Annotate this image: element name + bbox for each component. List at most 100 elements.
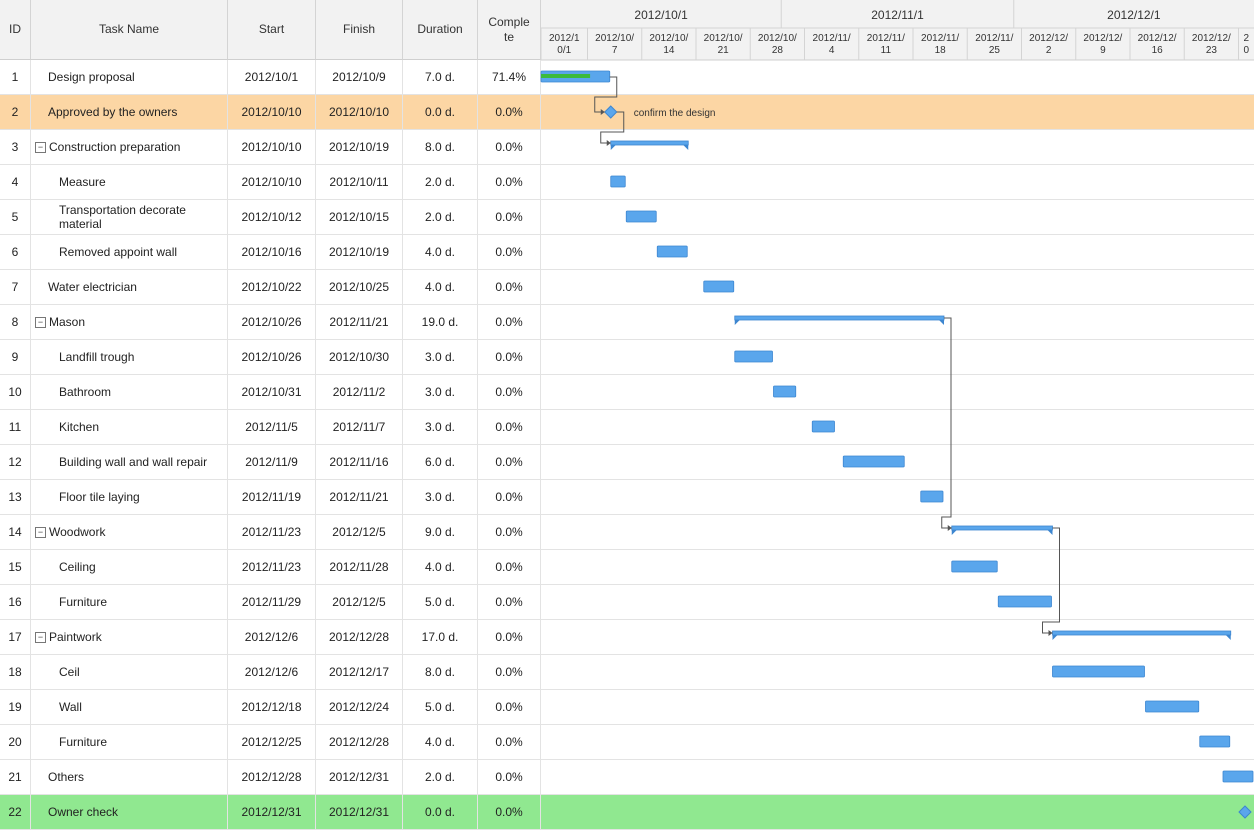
task-name: Design proposal bbox=[48, 70, 135, 84]
task-complete-cell: 0.0% bbox=[478, 340, 541, 374]
task-name: Ceil bbox=[59, 665, 80, 679]
task-start-cell: 2012/10/12 bbox=[228, 200, 316, 234]
task-name-cell: Kitchen bbox=[31, 410, 228, 444]
week-label: 21 bbox=[718, 45, 730, 56]
week-label: 2012/10/ bbox=[649, 33, 688, 44]
table-row[interactable]: 6 Removed appoint wall 2012/10/16 2012/10/1… bbox=[0, 235, 1254, 270]
week-label: 2012/11/ bbox=[867, 33, 905, 44]
task-start-cell: 2012/12/18 bbox=[228, 690, 316, 724]
task-finish-cell: 2012/11/21 bbox=[316, 480, 403, 514]
task-complete-cell: 0.0% bbox=[478, 410, 541, 444]
table-row[interactable]: 2 Approved by the owners 2012/10/10 2012/10… bbox=[0, 95, 1254, 130]
week-label: 4 bbox=[829, 45, 835, 56]
task-finish-cell: 2012/12/17 bbox=[316, 655, 403, 689]
header-id[interactable]: ID bbox=[0, 0, 31, 60]
task-bar bbox=[703, 280, 735, 293]
week-label: 9 bbox=[1100, 45, 1106, 56]
dependency-link bbox=[600, 111, 625, 144]
task-name-cell: Others bbox=[31, 760, 228, 794]
task-start-cell: 2012/11/29 bbox=[228, 585, 316, 619]
task-start-cell: 2012/10/16 bbox=[228, 235, 316, 269]
collapse-toggle-icon[interactable]: − bbox=[35, 526, 46, 538]
table-row[interactable]: 12 Building wall and wall repair 2012/11/9… bbox=[0, 445, 1254, 480]
summary-cap-right bbox=[1047, 530, 1053, 535]
task-complete-cell: 0.0% bbox=[478, 130, 541, 164]
summary-cap-left bbox=[951, 530, 957, 535]
header-start[interactable]: Start bbox=[228, 0, 316, 60]
collapse-toggle-icon[interactable]: − bbox=[35, 316, 46, 328]
header-finish[interactable]: Finish bbox=[316, 0, 403, 60]
table-row[interactable]: 5 Transportation decorate material 2012/10… bbox=[0, 200, 1254, 235]
task-name: Others bbox=[48, 770, 85, 784]
week-label: 2012/10/ bbox=[758, 33, 797, 44]
collapse-toggle-icon[interactable]: − bbox=[35, 141, 46, 153]
summary-bar bbox=[734, 315, 945, 321]
table-row[interactable]: 21 Others 2012/12/28 2012/12/31 2.0 d. 0.0% bbox=[0, 760, 1254, 795]
task-complete-cell: 0.0% bbox=[478, 585, 541, 619]
table-row[interactable]: 15 Ceiling 2012/11/23 2012/11/28 4.0 d. 0.0% bbox=[0, 550, 1254, 585]
task-complete-cell: 0.0% bbox=[478, 165, 541, 199]
table-row[interactable]: 16 Furniture 2012/11/29 2012/12/5 5.0 d. 0.0% bbox=[0, 585, 1254, 620]
table-row[interactable]: 11 Kitchen 2012/11/5 2012/11/7 3.0 d. 0.0% bbox=[0, 410, 1254, 445]
task-finish-cell: 2012/12/28 bbox=[316, 620, 403, 654]
task-bar bbox=[1145, 700, 1200, 713]
table-row[interactable]: 9 Landfill trough 2012/10/26 2012/10/30 3.0 … bbox=[0, 340, 1254, 375]
table-row[interactable]: 19 Wall 2012/12/18 2012/12/24 5.0 d. 0.0% bbox=[0, 690, 1254, 725]
task-duration-cell: 0.0 d. bbox=[403, 795, 478, 829]
task-id-cell: 6 bbox=[0, 235, 31, 269]
task-start-cell: 2012/10/1 bbox=[228, 60, 316, 94]
week-label: 0/1 bbox=[557, 45, 571, 56]
task-duration-cell: 7.0 d. bbox=[403, 60, 478, 94]
table-row[interactable]: 18 Ceil 2012/12/6 2012/12/17 8.0 d. 0.0% bbox=[0, 655, 1254, 690]
task-complete-cell: 0.0% bbox=[478, 95, 541, 129]
header-complete[interactable]: Comple te bbox=[478, 0, 541, 60]
task-id-cell: 16 bbox=[0, 585, 31, 619]
table-row[interactable]: 17− Paintwork 2012/12/6 2012/12/28 17.0 d. 0.… bbox=[0, 620, 1254, 655]
task-bar bbox=[625, 210, 657, 223]
week-label: 14 bbox=[663, 45, 675, 56]
header-task-name[interactable]: Task Name bbox=[31, 0, 228, 60]
summary-bar bbox=[1052, 630, 1232, 636]
table-row[interactable]: 3− Construction preparation 2012/10/10 2012… bbox=[0, 130, 1254, 165]
week-label: 2012/11/ bbox=[921, 33, 959, 44]
task-complete-cell: 0.0% bbox=[478, 200, 541, 234]
task-id-cell: 13 bbox=[0, 480, 31, 514]
task-duration-cell: 3.0 d. bbox=[403, 410, 478, 444]
header-duration[interactable]: Duration bbox=[403, 0, 478, 60]
collapse-toggle-icon[interactable]: − bbox=[35, 631, 46, 643]
task-name: Building wall and wall repair bbox=[59, 455, 208, 469]
table-row[interactable]: 20 Furniture 2012/12/25 2012/12/28 4.0 d. 0.0… bbox=[0, 725, 1254, 760]
task-bar bbox=[951, 560, 998, 573]
task-finish-cell: 2012/10/9 bbox=[316, 60, 403, 94]
task-start-cell: 2012/11/23 bbox=[228, 515, 316, 549]
task-finish-cell: 2012/10/19 bbox=[316, 235, 403, 269]
week-label: 28 bbox=[772, 45, 784, 56]
task-bar bbox=[811, 420, 835, 433]
table-row[interactable]: 1 Design proposal 2012/10/1 2012/10/9 7.0 d.… bbox=[0, 60, 1254, 95]
task-start-cell: 2012/10/10 bbox=[228, 95, 316, 129]
task-duration-cell: 5.0 d. bbox=[403, 690, 478, 724]
week-label: 16 bbox=[1152, 45, 1164, 56]
week-label: 2 bbox=[1046, 45, 1052, 56]
table-row[interactable]: 7 Water electrician 2012/10/22 2012/10/25 4.… bbox=[0, 270, 1254, 305]
task-id-cell: 15 bbox=[0, 550, 31, 584]
task-name-cell: Furniture bbox=[31, 585, 228, 619]
table-row[interactable]: 10 Bathroom 2012/10/31 2012/11/2 3.0 d. 0.0% bbox=[0, 375, 1254, 410]
month-label: 2012/11/1 bbox=[871, 8, 924, 22]
table-row[interactable]: 4 Measure 2012/10/10 2012/10/11 2.0 d. 0.0% bbox=[0, 165, 1254, 200]
task-name: Wall bbox=[59, 700, 82, 714]
table-row[interactable]: 13 Floor tile laying 2012/11/19 2012/11/21 3… bbox=[0, 480, 1254, 515]
task-name-cell: Ceiling bbox=[31, 550, 228, 584]
task-finish-cell: 2012/10/19 bbox=[316, 130, 403, 164]
table-row[interactable]: 22 Owner check 2012/12/31 2012/12/31 0.0 d. 0… bbox=[0, 795, 1254, 830]
task-name: Water electrician bbox=[48, 280, 137, 294]
task-duration-cell: 0.0 d. bbox=[403, 95, 478, 129]
task-start-cell: 2012/11/9 bbox=[228, 445, 316, 479]
table-row[interactable]: 8− Mason 2012/10/26 2012/11/21 19.0 d. 0.0% bbox=[0, 305, 1254, 340]
table-row[interactable]: 14− Woodwork 2012/11/23 2012/12/5 9.0 d. 0.0% bbox=[0, 515, 1254, 550]
week-label: 25 bbox=[989, 45, 1001, 56]
task-bar bbox=[1222, 770, 1254, 783]
task-name-cell: Building wall and wall repair bbox=[31, 445, 228, 479]
task-bar bbox=[920, 490, 944, 503]
